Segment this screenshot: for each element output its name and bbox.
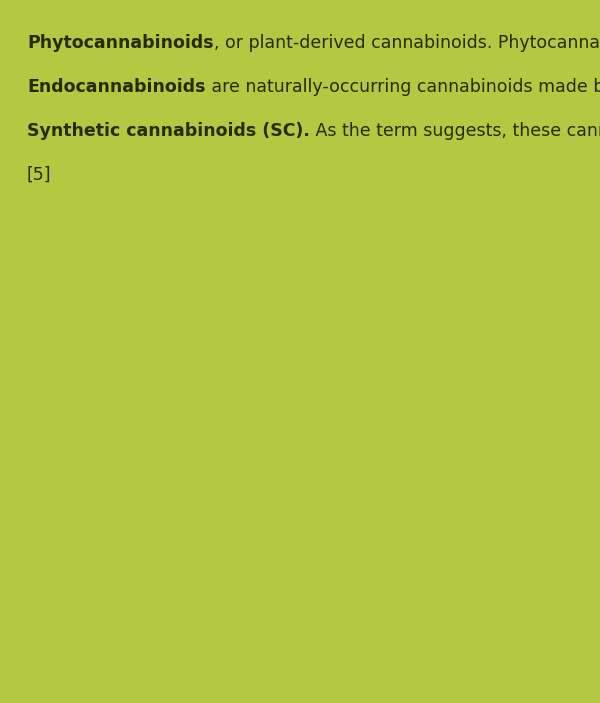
- Text: Synthetic cannabinoids (SC).: Synthetic cannabinoids (SC).: [27, 122, 310, 140]
- Text: , or plant-derived cannabinoids. Phytocannabinoids are found in the leaves, stem: , or plant-derived cannabinoids. Phytoca…: [214, 34, 600, 51]
- Text: [5]: [5]: [27, 166, 52, 183]
- Text: Endocannabinoids: Endocannabinoids: [27, 77, 205, 96]
- Text: Phytocannabinoids: Phytocannabinoids: [27, 34, 214, 51]
- Text: As the term suggests, these cannabinoids are synthesized in a laboratory. Exampl: As the term suggests, these cannabinoids…: [310, 122, 600, 140]
- Text: are naturally-occurring cannabinoids made by the body. The term endogenous—short: are naturally-occurring cannabinoids mad…: [205, 77, 600, 96]
